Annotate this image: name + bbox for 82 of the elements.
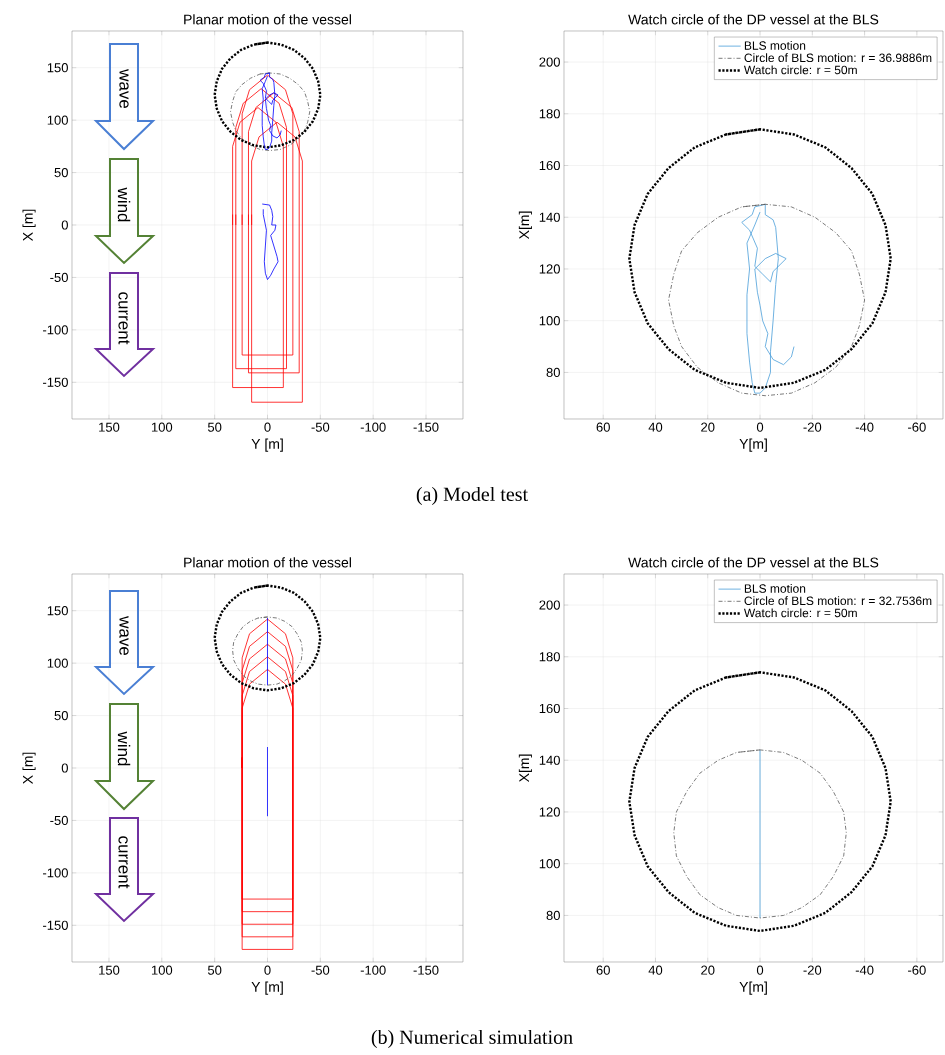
y-tick-label: 200 [539,600,560,610]
annotation: wave [119,616,129,656]
y-tick-label: 120 [539,807,560,817]
y-tick-label: -50 [50,815,68,826]
y-tick-label: 140 [539,212,560,222]
x-axis-title: Y [m] [251,438,283,452]
chart-title: Planar motion of the vessel [184,14,351,25]
legend-label: BLS motion [744,41,806,50]
x-tick-label: -60 [908,422,926,432]
y-tick-label: -100 [43,868,68,878]
x-tick-label: -20 [803,965,822,975]
x-tick-label: -150 [413,422,439,432]
y-tick-label: -100 [43,325,68,335]
x-axis-title: Y[m] [739,981,767,995]
x-tick-label: -60 [908,965,926,975]
y-tick-label: 100 [539,859,560,869]
y-tick-label: 80 [546,367,560,378]
legend-label: Circle of BLS motion: r = 36.9886m [744,53,932,63]
y-axis-title: X [m] [22,209,36,242]
x-tick-label: -50 [311,965,330,975]
x-tick-label: -150 [413,965,439,975]
annotation: current [118,836,130,889]
chart-title: Planar motion of the vessel [184,557,351,568]
y-tick-label: 0 [61,220,68,230]
chart-title: Watch circle of the DP vessel at the BLS [628,557,879,568]
y-tick-label: 0 [61,763,68,773]
x-tick-label: 0 [756,965,764,975]
x-tick-label: -100 [360,965,386,975]
x-tick-label: 0 [756,422,764,432]
y-tick-label: 100 [47,658,68,668]
x-tick-label: -50 [311,422,330,432]
y-axis-title: X[m] [518,754,532,783]
x-axis-title: Y[m] [739,438,767,452]
x-tick-label: 60 [596,965,610,975]
x-tick-label: 50 [207,422,222,432]
annotation: current [118,292,130,345]
x-axis-title: Y [m] [251,981,283,995]
y-tick-label: 180 [539,652,560,662]
x-tick-label: 100 [151,965,173,975]
y-tick-label: 150 [47,606,68,616]
x-tick-label: 40 [648,422,663,432]
x-tick-label: 40 [648,965,663,975]
y-tick-label: 50 [54,167,68,178]
x-tick-label: -20 [803,422,822,432]
x-tick-label: -40 [855,965,874,975]
y-tick-label: 180 [539,109,560,119]
y-tick-label: 120 [539,264,560,274]
y-tick-label: 160 [539,703,560,714]
x-tick-label: 20 [701,965,715,975]
y-tick-label: -150 [43,920,68,930]
x-tick-label: 100 [151,422,173,432]
y-tick-label: 200 [539,57,560,67]
y-tick-label: 100 [539,316,560,326]
y-axis-title: X[m] [518,211,532,240]
x-tick-label: -40 [855,422,874,432]
x-tick-label: 60 [596,422,610,432]
legend-label: Watch circle: r = 50m [743,65,857,75]
y-tick-label: 100 [47,115,68,125]
legend-label: Circle of BLS motion: r = 32.7536m [744,596,932,606]
x-tick-label: 50 [207,965,222,975]
x-tick-label: 150 [99,965,120,975]
y-tick-label: 160 [539,160,560,171]
legend-label: BLS motion [744,584,806,593]
y-tick-label: -150 [43,377,68,387]
y-tick-label: -50 [50,272,68,283]
text: (b) Numerical simulation [371,1029,573,1049]
y-axis-title: X [m] [22,752,36,785]
y-tick-label: 80 [546,910,560,921]
annotation: wave [119,69,129,109]
legend-label: Watch circle: r = 50m [743,608,857,618]
text: (a) Model test [416,486,528,506]
x-tick-label: 0 [264,965,271,975]
x-tick-label: -100 [360,422,386,432]
chart-title: Watch circle of the DP vessel at the BLS [628,14,879,25]
annotation: wind [117,187,131,222]
y-tick-label: 50 [54,710,68,721]
annotation: wind [117,731,131,766]
y-tick-label: 140 [539,755,560,765]
x-tick-label: 150 [99,422,120,432]
y-tick-label: 150 [47,63,68,73]
x-tick-label: 0 [264,422,271,432]
x-tick-label: 20 [701,422,715,432]
